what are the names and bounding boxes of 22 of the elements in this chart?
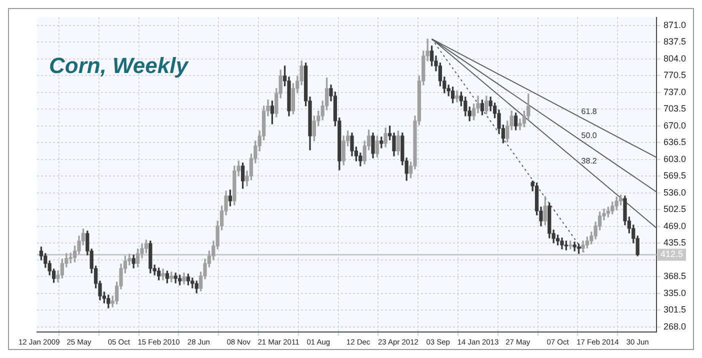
y-tick-label: 268.0 bbox=[663, 321, 686, 332]
y-tick-label: 636.5 bbox=[663, 137, 686, 148]
text: Corn, Weekly bbox=[49, 53, 188, 79]
y-tick-label: 469.0 bbox=[663, 220, 686, 231]
y-tick-label: 670.0 bbox=[663, 120, 686, 130]
y-tick-label: 804.0 bbox=[663, 53, 686, 64]
y-tick-label: 502.5 bbox=[663, 204, 686, 214]
y-tick-label: 435.5 bbox=[663, 238, 686, 248]
annotation: 50.0 bbox=[581, 131, 598, 140]
y-tick-label: 770.5 bbox=[663, 70, 686, 80]
y-tick-label: 703.5 bbox=[663, 104, 686, 114]
y-tick-label: 837.5 bbox=[663, 36, 686, 47]
annotation: 61.8 bbox=[581, 107, 598, 116]
y-tick-label: 737.0 bbox=[663, 86, 686, 97]
y-tick-label: 301.5 bbox=[663, 304, 686, 315]
y-tick-label: 569.5 bbox=[663, 170, 686, 181]
y-tick-label: 871.0 bbox=[663, 20, 686, 30]
y-tick-label: 368.5 bbox=[663, 271, 686, 282]
y-tick-label: 335.0 bbox=[663, 288, 686, 298]
y-tick-label: 536.0 bbox=[663, 187, 686, 198]
annotation: 38.2 bbox=[581, 156, 598, 166]
y-tick-label: 603.0 bbox=[663, 154, 686, 164]
